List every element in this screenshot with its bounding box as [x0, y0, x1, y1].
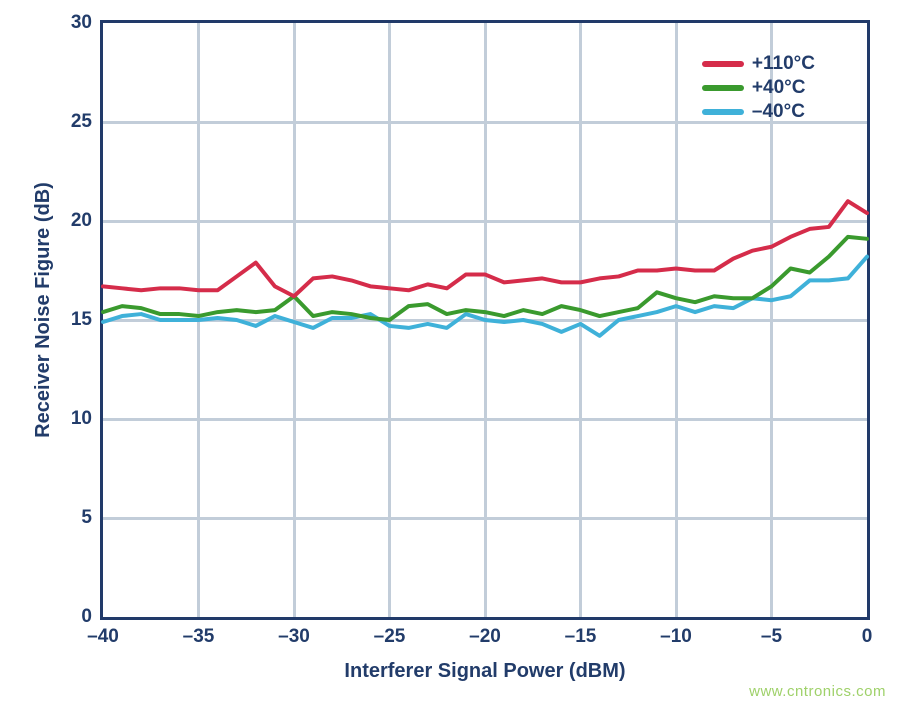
x-tick-label: –15 [565, 626, 597, 648]
series-line [103, 201, 867, 296]
x-tick-label: –30 [278, 626, 310, 648]
y-axis-title: Receiver Noise Figure (dB) [32, 20, 55, 600]
legend-label: –40°C [752, 101, 805, 123]
x-tick-label: –20 [469, 626, 501, 648]
legend-swatch [702, 85, 744, 91]
x-tick-label: –10 [660, 626, 692, 648]
y-tick-label: 15 [71, 309, 92, 331]
y-tick-label: 10 [71, 408, 92, 430]
plot-area: +110°C+40°C–40°C [100, 20, 870, 620]
watermark-text: www.cntronics.com [749, 683, 886, 700]
y-tick-label: 0 [81, 606, 92, 628]
x-tick-label: –40 [87, 626, 119, 648]
legend-label: +110°C [752, 53, 815, 75]
legend-item: +40°C [702, 77, 815, 99]
legend: +110°C+40°C–40°C [702, 53, 815, 123]
y-tick-label: 30 [71, 12, 92, 34]
x-tick-label: 0 [862, 626, 873, 648]
chart: Receiver Noise Figure (dB) Interferer Si… [0, 0, 906, 718]
x-axis-title: Interferer Signal Power (dBM) [100, 660, 870, 683]
legend-swatch [702, 61, 744, 67]
y-tick-label: 25 [71, 111, 92, 133]
y-tick-label: 20 [71, 210, 92, 232]
legend-item: +110°C [702, 53, 815, 75]
x-tick-label: –5 [761, 626, 782, 648]
x-tick-label: –35 [183, 626, 215, 648]
y-tick-label: 5 [81, 507, 92, 529]
legend-swatch [702, 109, 744, 115]
legend-item: –40°C [702, 101, 815, 123]
x-tick-label: –25 [374, 626, 406, 648]
legend-label: +40°C [752, 77, 806, 99]
